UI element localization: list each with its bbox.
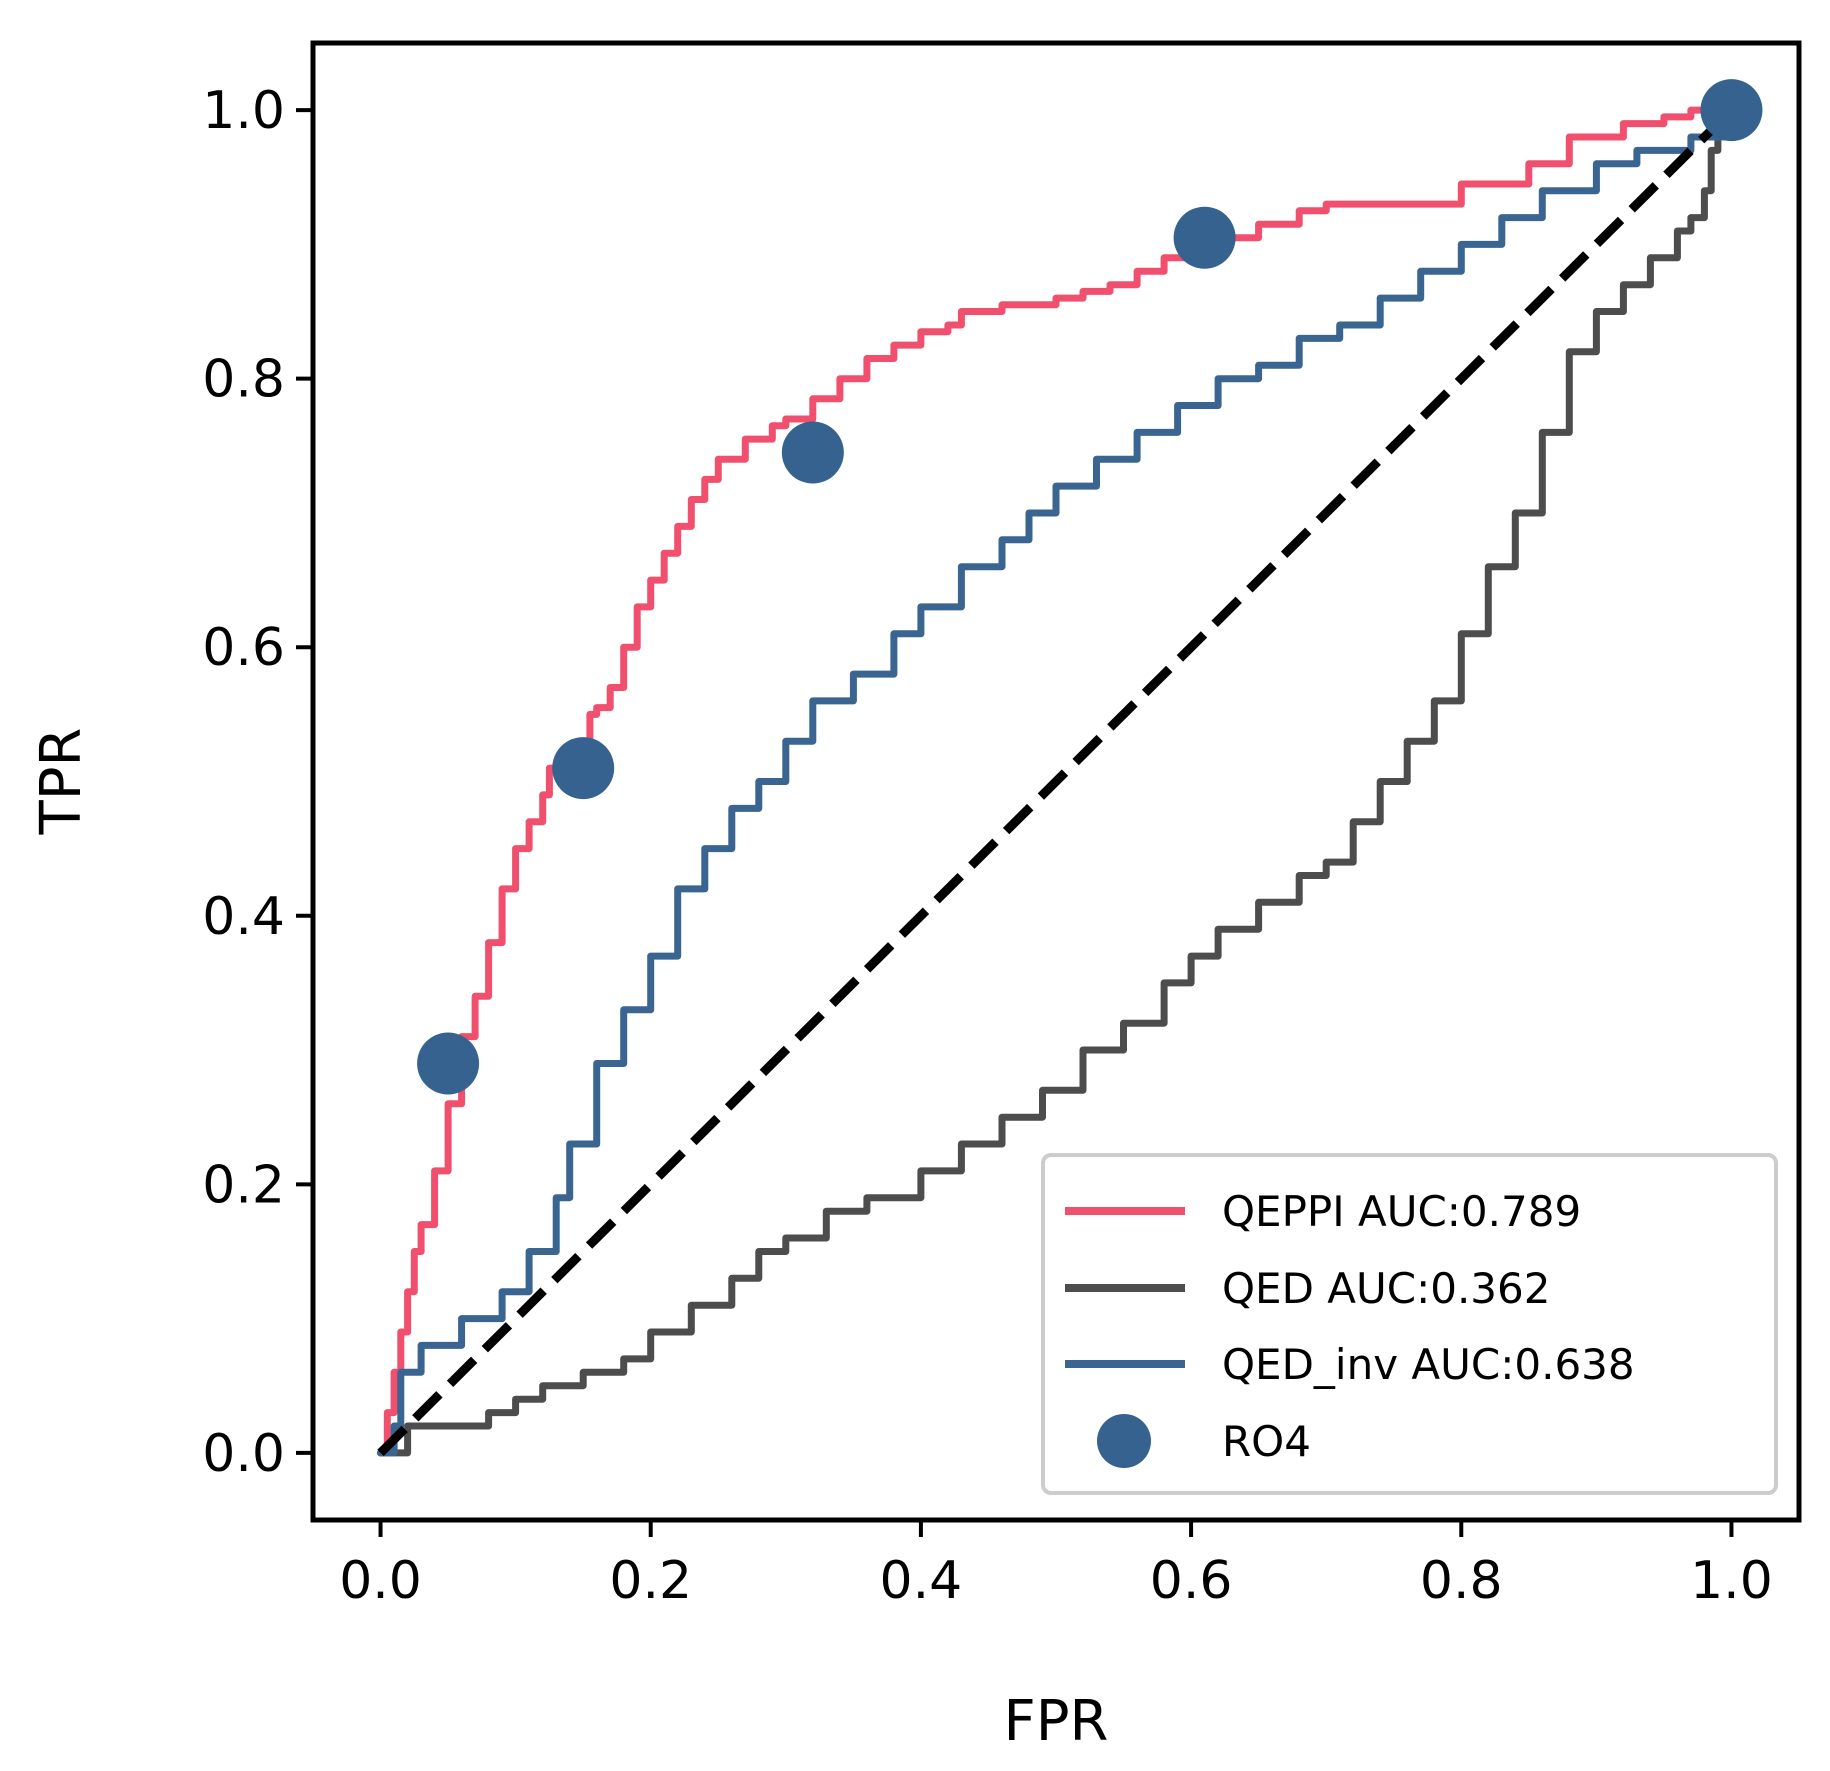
y-tick-label: 0.0 [202, 1424, 285, 1484]
ro4-marker [417, 1032, 480, 1095]
series-layer [377, 106, 1735, 1457]
y-tick-label: 0.4 [202, 887, 285, 947]
markers-layer [417, 79, 1763, 1095]
ticks-layer: 0.0 0.2 0.4 0.6 0.8 1.0 0.0 0.2 0.4 0.6 0.8 1.0 [202, 81, 1773, 1611]
legend-marker-swatch [1097, 1414, 1151, 1468]
legend-label: RO4 [1222, 1417, 1311, 1466]
ro4-marker [552, 737, 615, 800]
series-line-qed [377, 106, 1735, 1457]
y-tick-label: 1.0 [202, 81, 285, 141]
series-line-qeppi [377, 106, 1735, 1457]
legend-label: QED AUC:0.362 [1222, 1264, 1550, 1313]
ro4-marker [1173, 206, 1236, 269]
x-tick-label: 0.2 [609, 1551, 692, 1611]
legend-label: QED_inv AUC:0.638 [1222, 1340, 1635, 1389]
series-line-qed-inv [377, 106, 1735, 1457]
legend-box [1041, 1153, 1778, 1495]
y-axis-label: TPR [29, 728, 94, 836]
x-axis-label: FPR [1004, 1689, 1109, 1754]
diagonal-reference-line [377, 106, 1735, 1457]
y-tick-label: 0.8 [202, 350, 285, 410]
x-tick-label: 0.8 [1420, 1551, 1503, 1611]
x-tick-label: 0.6 [1150, 1551, 1233, 1611]
y-tick-label: 0.6 [202, 618, 285, 678]
x-tick-label: 0.4 [880, 1551, 963, 1611]
plot-frame [310, 40, 1802, 1523]
ro4-marker [781, 421, 844, 484]
legend-items: QEPPI AUC:0.789 QED AUC:0.362 QED_inv AUC:… [1065, 1187, 1635, 1468]
ro4-marker [1700, 79, 1763, 142]
legend: QEPPI AUC:0.789 QED AUC:0.362 QED_inv AUC:… [1041, 1153, 1778, 1495]
legend-label: QEPPI AUC:0.789 [1222, 1187, 1581, 1236]
x-tick-label: 1.0 [1690, 1551, 1773, 1611]
x-tick-label: 0.0 [339, 1551, 422, 1611]
y-tick-label: 0.2 [202, 1155, 285, 1215]
